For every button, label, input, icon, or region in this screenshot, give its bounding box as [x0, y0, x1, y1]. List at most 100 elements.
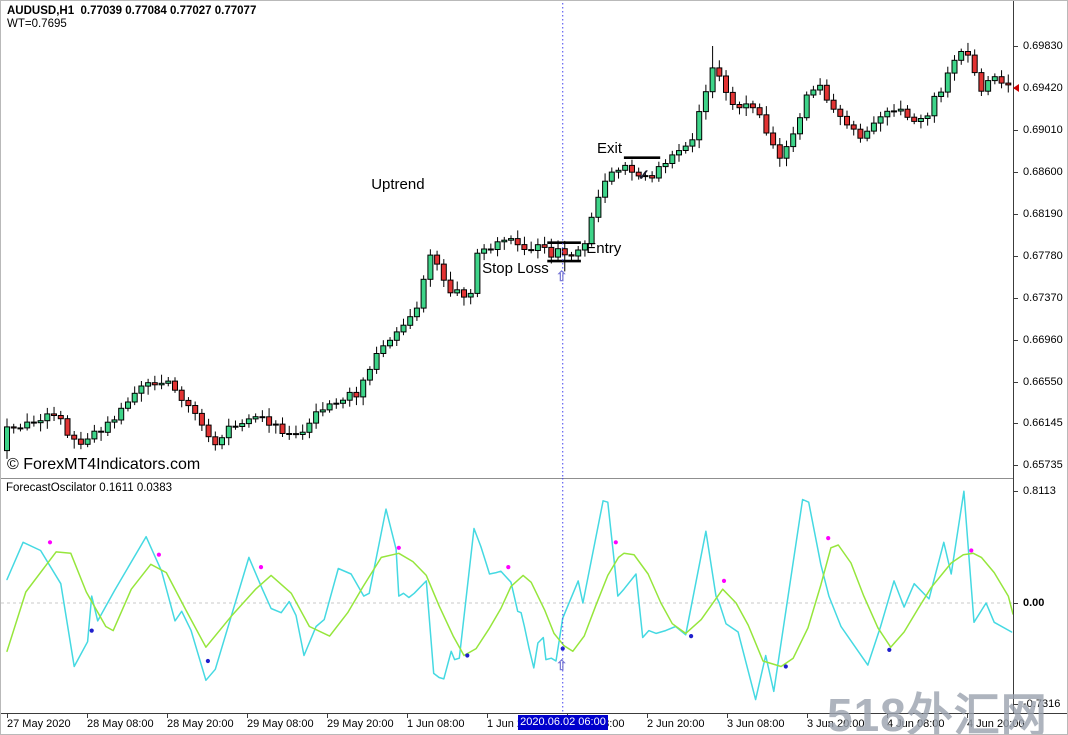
signal-line — [6, 544, 1013, 668]
symbol-header: AUDUSD,H1 0.77039 0.77084 0.77027 0.7707… — [7, 5, 257, 17]
signal-dot-down — [465, 653, 470, 658]
time-label: 28 May 20:00 — [167, 718, 234, 730]
candle-body — [891, 110, 897, 113]
candle-body — [568, 254, 575, 257]
candle-body — [709, 67, 716, 93]
candle-body — [857, 128, 864, 139]
candle-body — [306, 422, 313, 433]
candle-body — [904, 108, 911, 118]
uptrend-label[interactable]: Uptrend — [371, 176, 425, 194]
candle-body — [534, 244, 541, 251]
candle-body — [911, 116, 918, 122]
up-arrow-icon[interactable]: ⇧ — [555, 656, 568, 673]
candle-body — [293, 433, 299, 436]
candle-body — [743, 103, 750, 109]
candle-body — [266, 416, 273, 426]
time-tick — [87, 714, 88, 718]
candle-body — [924, 115, 931, 120]
candle-body — [427, 254, 434, 280]
candle-body — [346, 391, 353, 401]
candle-body — [669, 154, 676, 164]
price-axis[interactable]: 0.69830 0.69420 0.69010 0.68600 0.68190 0.677… — [1013, 1, 1067, 713]
candle-body — [373, 353, 380, 370]
price-tick — [1014, 46, 1018, 47]
candle-body — [198, 412, 205, 426]
main-chart-panel[interactable]: AUDUSD,H1 0.77039 0.77084 0.77027 0.7707… — [1, 1, 1013, 478]
candle-body — [615, 169, 622, 173]
time-axis[interactable]: 2020.06.02 06:00 27 May 2020 28 May 08:00… — [1, 713, 1067, 734]
time-label: 4 Jun 08:00 — [887, 718, 945, 730]
exit-label[interactable]: Exit — [597, 140, 623, 158]
time-tick — [807, 714, 808, 718]
candle-body — [299, 431, 306, 436]
candle-body — [454, 289, 461, 294]
price-label: 0.69010 — [1023, 124, 1063, 136]
entry-label[interactable]: Entry — [586, 239, 622, 257]
stop-loss-label[interactable]: Stop Loss — [482, 260, 549, 278]
price-tick — [1014, 382, 1018, 383]
candle-body — [723, 75, 729, 93]
candle-body — [165, 380, 172, 384]
candle-body — [172, 380, 178, 391]
time-tick — [967, 714, 968, 718]
price-tick — [1014, 214, 1018, 215]
candle-body — [30, 421, 37, 424]
candle-body — [245, 418, 252, 425]
candle-body — [178, 389, 185, 401]
time-label: 27 May 2020 — [7, 718, 71, 730]
candle-body — [225, 425, 232, 439]
candle-body — [44, 413, 51, 422]
candle-body — [965, 51, 971, 56]
candle-body — [655, 166, 662, 179]
candle-body — [991, 76, 998, 82]
candle-body — [837, 108, 844, 117]
oscillator-canvas[interactable] — [1, 478, 1013, 713]
checkmark-icon[interactable]: ✓ — [637, 166, 650, 184]
candle-body — [958, 51, 965, 61]
price-tick — [1014, 340, 1018, 341]
time-label: 3 Jun 20:00 — [807, 718, 865, 730]
candle-body — [649, 175, 656, 179]
oscillator-panel[interactable]: ForecastOscilator 0.1611 0.0383 ⇧ — [1, 478, 1013, 713]
signal-dot-up — [613, 540, 618, 545]
candle-body — [326, 403, 333, 411]
candle-body — [790, 133, 797, 148]
candle-body — [185, 399, 192, 407]
up-arrow-icon[interactable]: ⇧ — [555, 268, 568, 285]
candle-body — [192, 405, 199, 414]
candle-body — [884, 110, 891, 118]
candle-body — [24, 421, 31, 429]
candlestick-canvas[interactable] — [1, 1, 1013, 478]
time-label: 3 Jun 08:00 — [727, 718, 785, 730]
candle-body — [77, 438, 84, 445]
candle-body — [420, 278, 427, 309]
candle-body — [272, 423, 279, 426]
signal-dot-down — [205, 658, 210, 664]
candle-body — [938, 91, 945, 97]
candle-body — [528, 249, 535, 252]
price-label: 0.68600 — [1023, 166, 1063, 178]
candle-body — [971, 54, 978, 74]
oscillator-tick — [1014, 491, 1018, 492]
candle-body — [682, 145, 689, 152]
time-tick — [487, 714, 488, 718]
candle-body — [931, 95, 938, 117]
candle-body — [286, 433, 293, 435]
price-label: 0.67370 — [1023, 292, 1063, 304]
price-tick — [1014, 256, 1018, 257]
candle-body — [145, 382, 152, 387]
indicator-header: WT=0.7695 — [7, 18, 67, 30]
candle-body — [817, 84, 824, 91]
candle-body — [864, 130, 871, 139]
candle-body — [897, 108, 904, 112]
price-label: 0.65735 — [1023, 459, 1063, 471]
time-tick — [727, 714, 728, 718]
candle-body — [917, 118, 924, 122]
time-tick — [247, 714, 248, 718]
candle-body — [844, 115, 850, 126]
copyright-watermark: © ForexMT4Indicators.com — [7, 456, 201, 473]
time-tick — [327, 714, 328, 718]
candle-body — [158, 382, 165, 386]
price-tick — [1014, 465, 1018, 466]
candle-body — [729, 91, 736, 106]
